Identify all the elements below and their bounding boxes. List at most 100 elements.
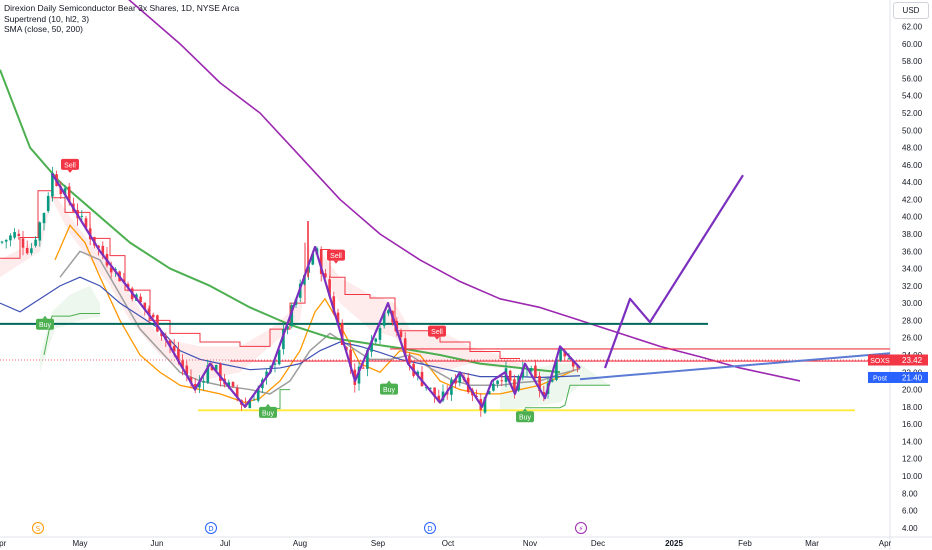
candle-body: [408, 356, 411, 364]
candle-body: [387, 310, 390, 314]
candle-body: [34, 239, 37, 246]
badge-label: Post: [873, 375, 887, 382]
signal-pointer: [42, 315, 48, 319]
signal-label-box: [327, 249, 345, 261]
signal-label: Buy: [383, 387, 396, 394]
candle-body: [454, 378, 457, 384]
candle-body: [206, 365, 210, 383]
candle-body: [332, 296, 336, 314]
y-tick-label: 10.00: [902, 472, 923, 481]
candle-body: [357, 366, 361, 384]
candle-body: [361, 367, 365, 369]
y-tick-label: 42.00: [902, 195, 923, 204]
post-price-badge[interactable]: Post 21.40: [868, 371, 928, 383]
candle-body: [202, 380, 205, 383]
candle-body: [483, 396, 487, 413]
candle-body: [181, 360, 184, 369]
x-tick-label: May: [72, 539, 87, 548]
candle-body: [143, 302, 147, 310]
y-tick-label: 34.00: [902, 265, 923, 274]
supertrend-legend[interactable]: Supertrend (10, hl2, 3): [4, 13, 90, 24]
candle-body: [416, 371, 420, 375]
candle-body: [109, 267, 113, 273]
candle-body: [542, 392, 546, 396]
candle-body: [550, 379, 554, 382]
candle-body: [25, 247, 29, 254]
candle-body: [30, 248, 33, 254]
price-axis[interactable]: 62.00 60.00 58.00 56.00 54.00 52.00 50.00 48.00…: [868, 23, 928, 533]
split-event-icon[interactable]: S: [32, 522, 44, 534]
y-tick-label: 20.00: [902, 386, 923, 395]
supertrend-down-line: [320, 249, 520, 359]
candle-body: [555, 359, 558, 380]
x-tick-label: Mar: [805, 539, 819, 548]
candle-body: [189, 376, 193, 384]
candle-body: [487, 391, 491, 395]
badge-label: SOXS: [870, 358, 890, 365]
dividend-event-icon[interactable]: D: [205, 522, 217, 534]
signal-pointer: [67, 169, 73, 173]
candle-body: [500, 380, 504, 382]
candle-body: [4, 239, 8, 242]
y-tick-label: 60.00: [902, 40, 923, 49]
candle-body: [429, 387, 432, 389]
candle-body: [378, 328, 382, 340]
chart-legend: Direxion Daily Semiconductor Bear 3x Sha…: [4, 3, 239, 35]
event-letter: S: [36, 525, 41, 533]
candle-body: [403, 338, 407, 356]
supertrend-bear-zone: [320, 251, 520, 373]
candle-body: [324, 273, 327, 278]
y-tick-label: 28.00: [902, 316, 923, 325]
buy-signal-marker: Buy: [36, 315, 54, 330]
candle-body: [437, 395, 441, 403]
candle-body: [273, 363, 277, 365]
candle-body: [538, 376, 541, 392]
y-tick-label: 26.00: [902, 334, 923, 343]
badge-label-bg: [868, 354, 892, 366]
candle-body: [349, 349, 352, 368]
series-sma-50: [0, 69, 561, 374]
candle-body: [198, 381, 201, 388]
candle-body: [433, 387, 436, 397]
dividend-event-icon[interactable]: D: [424, 522, 436, 534]
candle-body: [235, 387, 239, 398]
time-axis[interactable]: Apr May Jun Jul Aug Sep Oct Nov Dec 2025 Feb Mar Apr: [0, 539, 892, 548]
candle-body: [319, 249, 323, 274]
supertrend-bull-zone: [500, 363, 610, 412]
signal-pointer: [522, 408, 528, 412]
candle-body: [51, 172, 54, 197]
sma-legend[interactable]: SMA (close, 50, 200): [4, 24, 83, 34]
y-tick-label: 52.00: [902, 109, 923, 118]
sell-signal-marker: Sell: [327, 249, 345, 264]
symbol-title[interactable]: Direxion Daily Semiconductor Bear 3x Sha…: [4, 3, 240, 13]
candle-body: [328, 279, 331, 297]
y-tick-label: 6.00: [902, 507, 918, 516]
candle-body: [59, 186, 63, 195]
candle-body: [219, 364, 222, 381]
y-tick-label: 4.00: [902, 524, 918, 533]
candle-body: [290, 305, 294, 326]
soxs-price-badge[interactable]: SOXS 23.42: [868, 354, 928, 366]
signal-pointer: [434, 336, 440, 340]
y-tick-label: 44.00: [902, 178, 923, 187]
y-tick-label: 32.00: [902, 282, 923, 291]
badge-value: 21.40: [902, 373, 923, 382]
candle-body: [382, 311, 386, 326]
candle-body: [177, 348, 180, 362]
candle-body: [286, 326, 289, 329]
x-tick-label: Nov: [523, 539, 537, 548]
y-tick-label: 62.00: [902, 23, 923, 32]
currency-button[interactable]: USD: [893, 2, 929, 19]
candle-body: [21, 238, 25, 248]
candle-body: [168, 340, 172, 346]
earnings-event-icon[interactable]: ⚡: [575, 522, 587, 534]
y-tick-label: 56.00: [902, 74, 923, 83]
candle-body: [214, 364, 218, 371]
supertrend-up-line: [525, 384, 610, 409]
signal-label: Buy: [519, 415, 532, 422]
signal-pointer: [333, 260, 339, 264]
candle-body: [424, 387, 428, 389]
candle-body: [374, 338, 378, 342]
candle-body: [450, 380, 453, 395]
